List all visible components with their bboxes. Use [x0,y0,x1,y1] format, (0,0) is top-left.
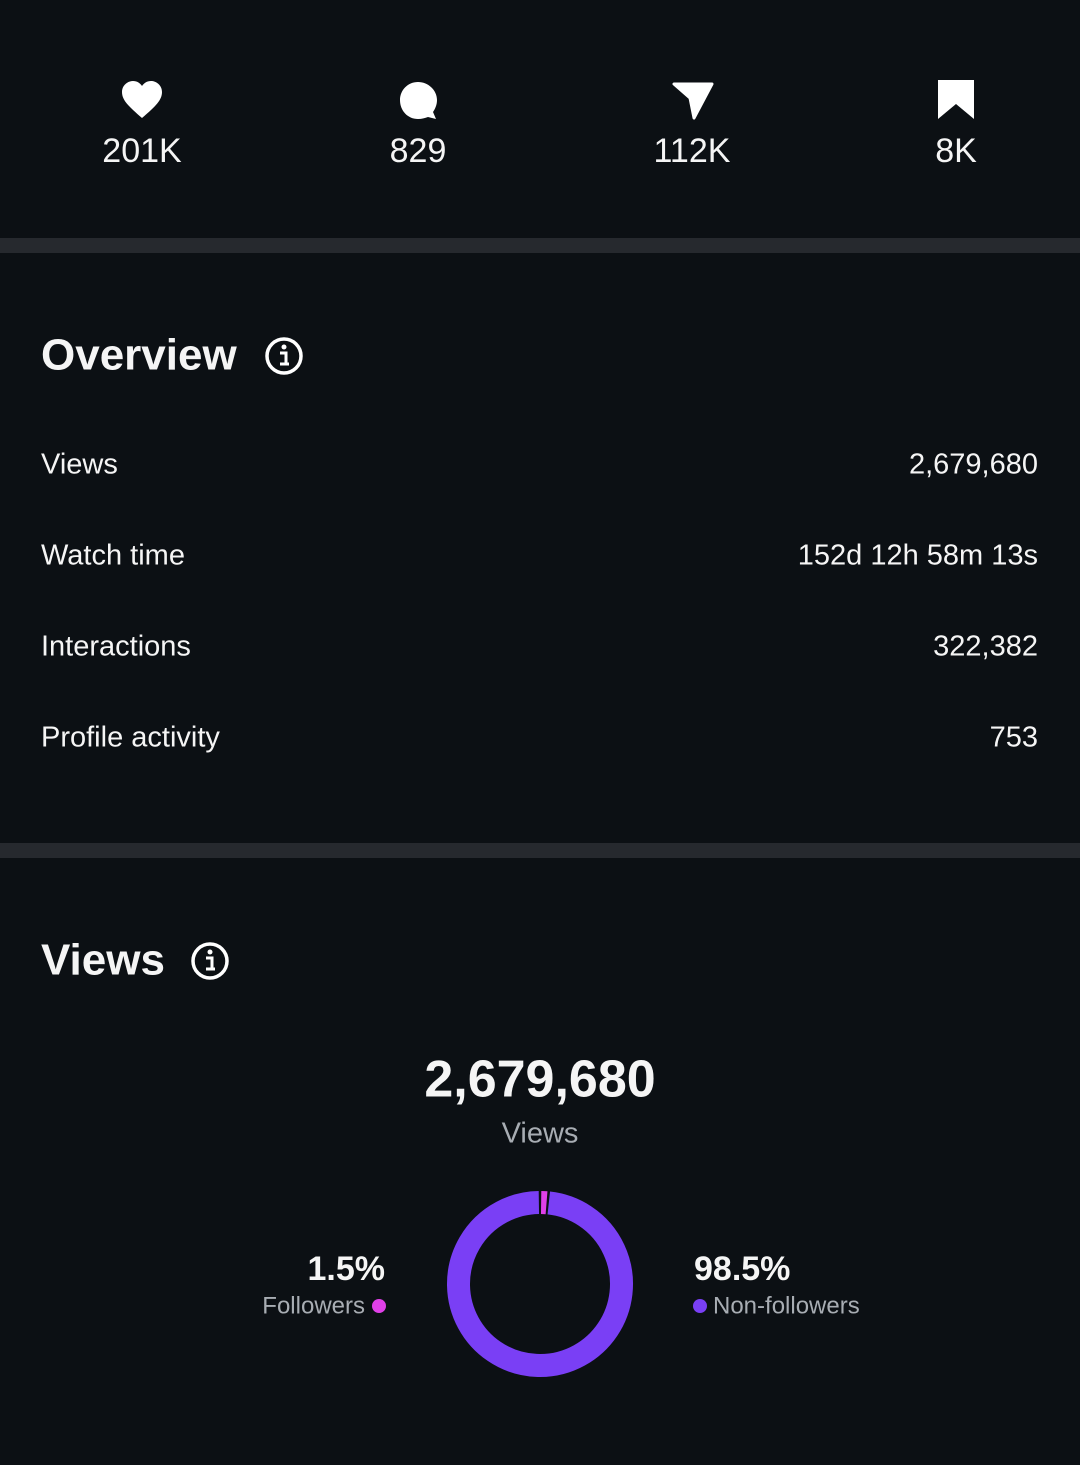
legend-value: 1.5% [308,1250,386,1288]
comments-count: 829 [390,132,447,170]
legend-dot [693,1299,707,1313]
legend-label: Non-followers [713,1292,860,1319]
divider [0,238,1080,253]
metric-label: Views [41,449,118,481]
donut-chart: 1.5% Followers 98.5% Non-followers [262,1191,860,1377]
metric-value: 152d 12h 58m 13s [798,540,1038,572]
metric-label: Interactions [41,631,191,663]
donut-segment [447,1191,633,1377]
share-icon[interactable] [672,82,714,120]
section-title: Overview [41,331,237,380]
legend-dot [372,1299,386,1313]
metric-label: Profile activity [41,722,220,754]
save-icon[interactable] [938,80,974,119]
views-total: 2,679,680 [424,1051,655,1109]
metric-value: 322,382 [933,631,1038,663]
like-icon[interactable] [122,81,162,118]
info-icon[interactable] [265,337,303,375]
comment-icon[interactable] [400,82,437,119]
shares-count: 112K [654,132,731,170]
legend-label: Followers [262,1292,365,1319]
legend-value: 98.5% [694,1250,790,1288]
saves-count: 8K [935,132,977,170]
overview-rows: Views 2,679,680 Watch time 152d 12h 58m 13s… [41,449,1038,754]
section-title: Views [41,936,165,985]
likes-count: 201K [102,132,182,170]
views-total-label: Views [502,1118,579,1150]
metric-label: Watch time [41,540,185,572]
info-icon[interactable] [191,942,229,980]
metric-value: 2,679,680 [909,449,1038,481]
metric-value: 753 [990,722,1038,754]
divider [0,843,1080,858]
